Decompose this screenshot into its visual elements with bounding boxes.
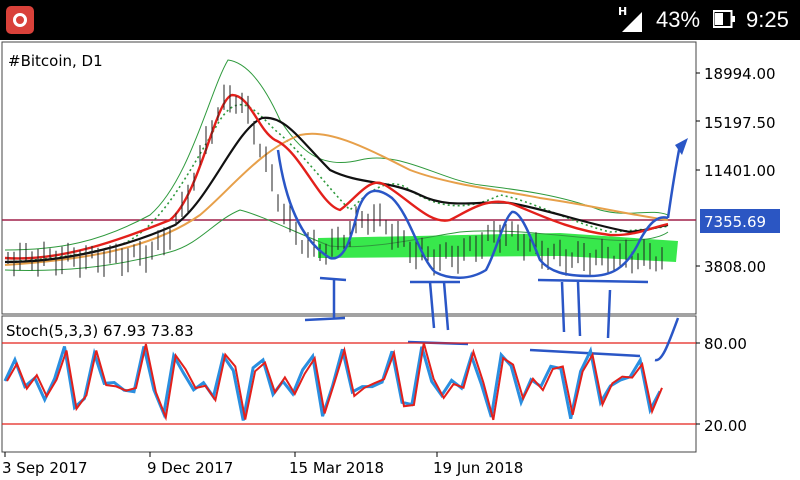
stoch-tick-label: 80.00 bbox=[704, 335, 747, 353]
network-type-label: H bbox=[618, 5, 627, 18]
time-tick-label: 9 Dec 2017 bbox=[147, 459, 233, 477]
stoch-indicator-title: Stoch(5,3,3) 67.93 73.83 bbox=[6, 322, 194, 340]
price-tick-label: 18994.00 bbox=[704, 65, 776, 83]
price-tick-label: 3808.00 bbox=[704, 258, 766, 276]
app-notification-icon bbox=[6, 6, 34, 34]
battery-icon bbox=[713, 10, 735, 28]
breakout-arrow-shaft[interactable] bbox=[666, 144, 682, 219]
parabolic-sar-dots bbox=[4, 104, 669, 263]
price-tick-label: 11401.00 bbox=[704, 162, 776, 180]
support-zone-drawing[interactable] bbox=[318, 233, 678, 262]
signal-strength-icon: H bbox=[618, 5, 642, 32]
marker-iii-drawing[interactable] bbox=[529, 278, 649, 358]
time-tick-label: 19 Jun 2018 bbox=[433, 459, 523, 477]
price-tick-label: 15197.50 bbox=[704, 114, 776, 132]
lower-band-line bbox=[4, 209, 669, 271]
stoch-tick-label: 20.00 bbox=[704, 417, 747, 435]
status-bar: H 43% 9:25 bbox=[0, 0, 800, 40]
stoch-main-line bbox=[3, 346, 662, 421]
trading-chart[interactable]: #Bitcoin, D1 Stoch(5,3,3) 67.93 73.83 18… bbox=[0, 40, 800, 480]
marker-ii-drawing[interactable] bbox=[407, 280, 469, 346]
fast-moving-average-line bbox=[4, 93, 669, 260]
breakout-arrow-head[interactable] bbox=[675, 138, 688, 155]
marker-i-drawing[interactable] bbox=[304, 276, 347, 322]
stoch-signal-line bbox=[6, 342, 663, 422]
stoch-upturn-drawing[interactable] bbox=[654, 317, 680, 362]
head-and-shoulders-drawing[interactable] bbox=[276, 149, 669, 279]
price-bars bbox=[7, 84, 663, 278]
price-panel-frame bbox=[1, 41, 697, 315]
upper-band-line bbox=[4, 59, 669, 251]
chart-symbol-title: #Bitcoin, D1 bbox=[8, 52, 103, 70]
clock: 9:25 bbox=[746, 7, 789, 32]
battery-percentage: 43% bbox=[656, 7, 701, 32]
time-tick-label: 15 Mar 2018 bbox=[289, 459, 384, 477]
medium-moving-average-line bbox=[4, 116, 669, 264]
current-price-badge bbox=[700, 209, 780, 233]
current-price-label: 7355.69 bbox=[704, 213, 766, 231]
time-tick-label: 3 Sep 2017 bbox=[2, 459, 88, 477]
